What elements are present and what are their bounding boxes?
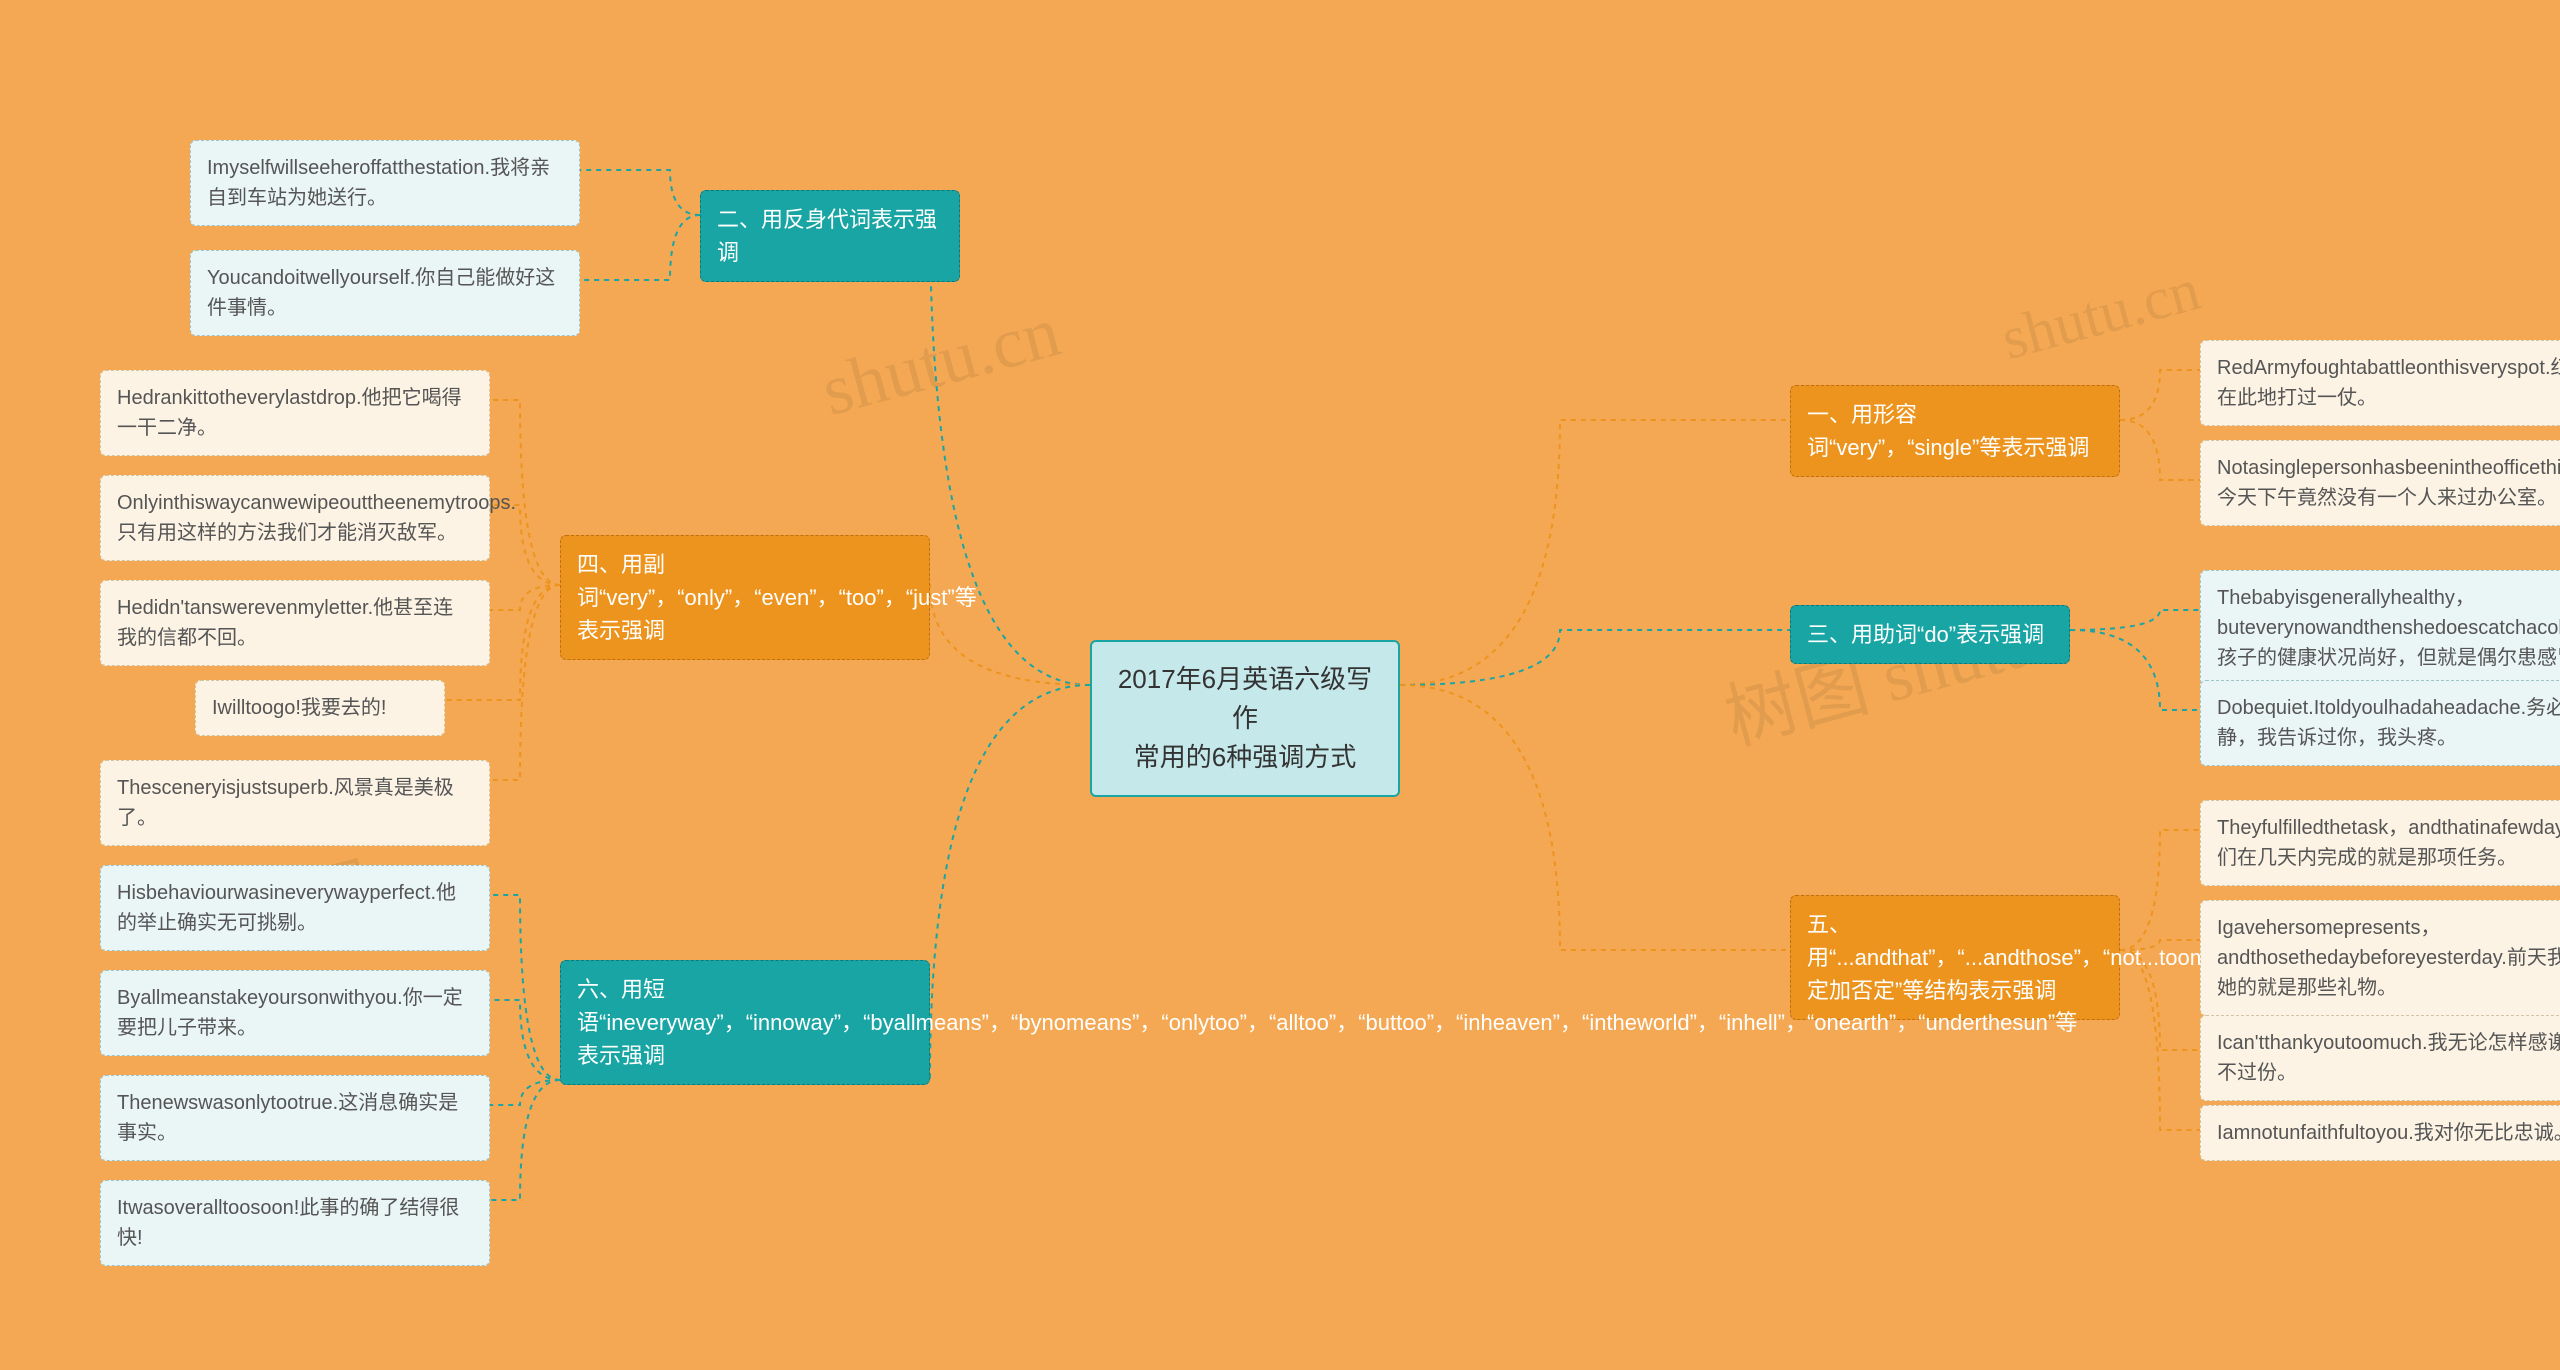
leaf-4-3: Iwilltoogo!我要去的!: [195, 680, 445, 736]
leaf-2-0: Imyselfwillseeheroffatthestation.我将亲自到车站…: [190, 140, 580, 226]
leaf-3-0: Thebabyisgenerallyhealthy，buteverynowand…: [2200, 570, 2560, 686]
center-node: 2017年6月英语六级写作 常用的6种强调方式: [1090, 640, 1400, 797]
leaf-2-1: Youcandoitwellyourself.你自己能做好这件事情。: [190, 250, 580, 336]
leaf-6-3: Itwasoveralltoosoon!此事的确了结得很快!: [100, 1180, 490, 1266]
watermark: shutu.cn: [1995, 255, 2208, 374]
center-title-line2: 常用的6种强调方式: [1116, 738, 1374, 777]
branch-1: 一、用形容词“very”，“single”等表示强调: [1790, 385, 2120, 477]
leaf-6-1: Byallmeanstakeyoursonwithyou.你一定要把儿子带来。: [100, 970, 490, 1056]
leaf-4-0: Hedrankittotheverylastdrop.他把它喝得一干二净。: [100, 370, 490, 456]
leaf-1-1: Notasinglepersonhasbeenintheofficethisaf…: [2200, 440, 2560, 526]
branch-2: 二、用反身代词表示强调: [700, 190, 960, 282]
leaf-6-2: Thenewswasonlytootrue.这消息确实是事实。: [100, 1075, 490, 1161]
leaf-5-2: Ican'tthankyoutoomuch.我无论怎样感谢你都不过份。: [2200, 1015, 2560, 1101]
watermark: shutu.cn: [813, 290, 1068, 433]
leaf-5-0: Theyfulfilledthetask，andthatinafewdays.他…: [2200, 800, 2560, 886]
leaf-4-2: Hedidn'tanswerevenmyletter.他甚至连我的信都不回。: [100, 580, 490, 666]
leaf-1-0: RedArmyfoughtabattleonthisveryspot.红军就在此…: [2200, 340, 2560, 426]
center-title-line1: 2017年6月英语六级写作: [1116, 660, 1374, 738]
branch-4: 四、用副词“very”，“only”，“even”，“too”，“just”等表…: [560, 535, 930, 660]
branch-5: 五、用“...andthat”，“...andthose”，“not...too…: [1790, 895, 2120, 1020]
leaf-5-1: Igavehersomepresents，andthosethedaybefor…: [2200, 900, 2560, 1016]
leaf-6-0: Hisbehaviourwasineverywayperfect.他的举止确实无…: [100, 865, 490, 951]
branch-6: 六、用短语“ineveryway”，“innoway”，“byallmeans”…: [560, 960, 930, 1085]
leaf-4-1: Onlyinthiswaycanwewipeouttheenemytroops.…: [100, 475, 490, 561]
leaf-4-4: Thesceneryisjustsuperb.风景真是美极了。: [100, 760, 490, 846]
leaf-5-3: Iamnotunfaithfultoyou.我对你无比忠诚。: [2200, 1105, 2560, 1161]
branch-3: 三、用助词“do”表示强调: [1790, 605, 2070, 664]
leaf-3-1: Dobequiet.Itoldyoulhadaheadache.务必安静，我告诉…: [2200, 680, 2560, 766]
